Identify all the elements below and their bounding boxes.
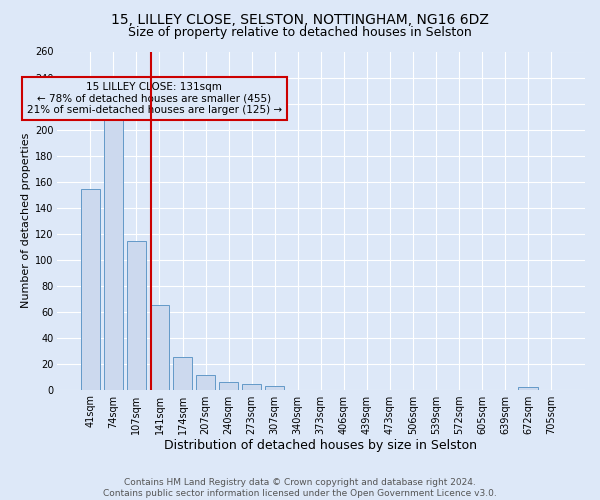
Bar — [127, 242, 146, 390]
Text: 15, LILLEY CLOSE, SELSTON, NOTTINGHAM, NG16 6DZ: 15, LILLEY CLOSE, SELSTON, NOTTINGHAM, N… — [111, 12, 489, 26]
Bar — [196, 376, 215, 390]
Text: Contains HM Land Registry data © Crown copyright and database right 2024.
Contai: Contains HM Land Registry data © Crown c… — [103, 478, 497, 498]
Bar — [149, 305, 169, 390]
Bar — [242, 384, 262, 390]
Text: Size of property relative to detached houses in Selston: Size of property relative to detached ho… — [128, 26, 472, 39]
Bar — [80, 190, 100, 390]
Bar — [518, 387, 538, 390]
Bar — [173, 357, 193, 390]
X-axis label: Distribution of detached houses by size in Selston: Distribution of detached houses by size … — [164, 440, 477, 452]
Text: 15 LILLEY CLOSE: 131sqm
← 78% of detached houses are smaller (455)
21% of semi-d: 15 LILLEY CLOSE: 131sqm ← 78% of detache… — [27, 82, 282, 115]
Bar — [104, 118, 123, 390]
Bar — [265, 386, 284, 390]
Bar — [219, 382, 238, 390]
Y-axis label: Number of detached properties: Number of detached properties — [21, 133, 31, 308]
